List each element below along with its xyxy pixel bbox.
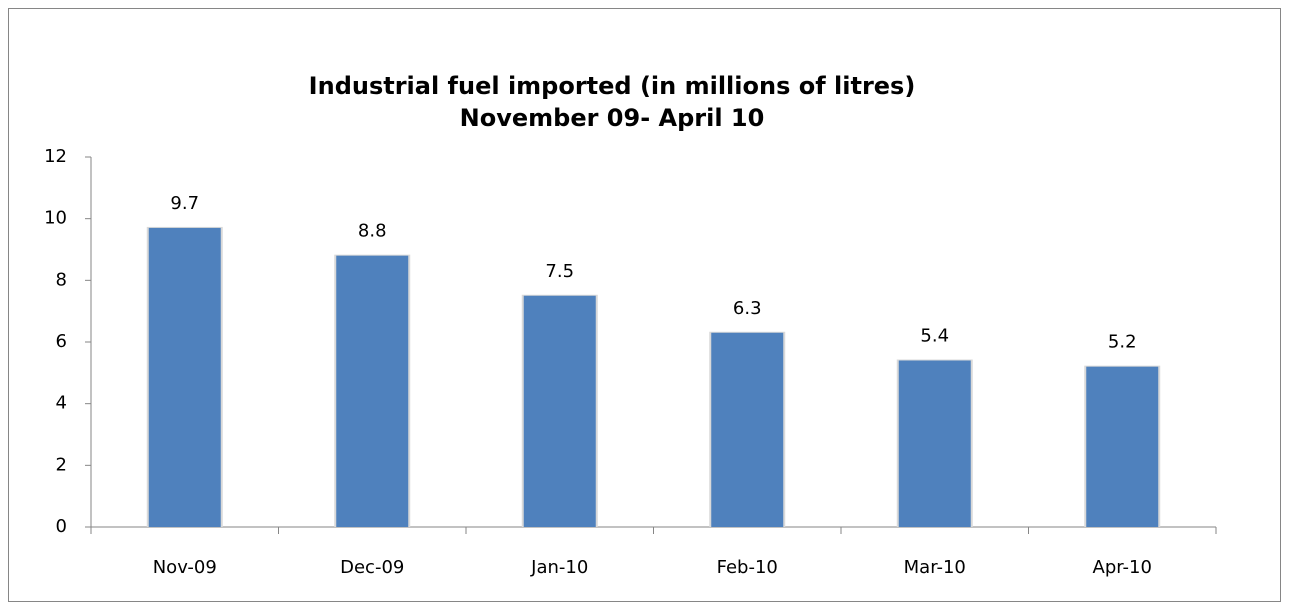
x-tick-label: Dec-09 xyxy=(340,557,404,578)
value-label: 6.3 xyxy=(733,298,762,319)
value-label: 7.5 xyxy=(545,261,574,282)
y-tick-label: 10 xyxy=(44,208,67,229)
value-label: 5.2 xyxy=(1108,332,1137,353)
value-label: 5.4 xyxy=(920,326,949,347)
value-label: 9.7 xyxy=(170,193,199,214)
y-tick-label: 8 xyxy=(56,269,67,290)
bar xyxy=(336,255,409,527)
y-tick-label: 2 xyxy=(56,454,67,475)
chart-title: Industrial fuel imported (in millions of… xyxy=(309,72,916,100)
bar xyxy=(1086,366,1159,527)
chart-subtitle: November 09- April 10 xyxy=(460,104,765,132)
y-tick-label: 0 xyxy=(56,516,67,537)
y-tick-label: 12 xyxy=(44,146,67,167)
x-tick-label: Jan-10 xyxy=(530,557,588,578)
x-tick-label: Feb-10 xyxy=(717,557,778,578)
x-tick-label: Nov-09 xyxy=(153,557,217,578)
y-tick-label: 4 xyxy=(56,393,67,414)
value-label: 8.8 xyxy=(358,221,387,242)
bar xyxy=(711,332,784,527)
x-tick-label: Apr-10 xyxy=(1093,557,1152,578)
bar xyxy=(898,360,971,527)
bar xyxy=(523,295,596,527)
x-tick-label: Mar-10 xyxy=(904,557,966,578)
bar xyxy=(148,227,221,527)
y-tick-label: 6 xyxy=(56,331,67,352)
